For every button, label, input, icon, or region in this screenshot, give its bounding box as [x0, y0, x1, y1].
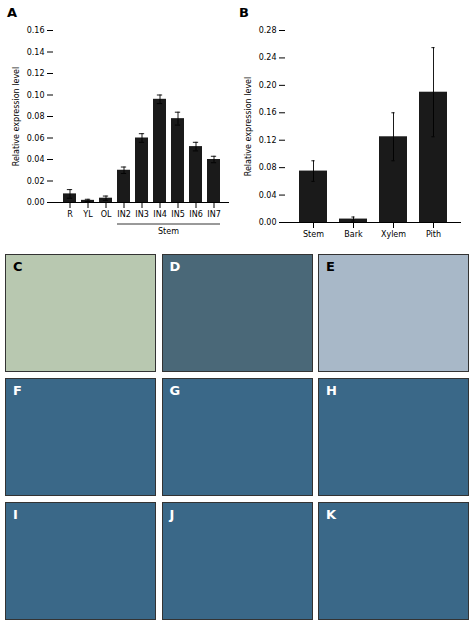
svg-text:0.16: 0.16 [27, 26, 45, 35]
svg-text:0.02: 0.02 [27, 177, 45, 186]
svg-text:0.06: 0.06 [27, 134, 45, 143]
svg-text:0.00: 0.00 [27, 198, 45, 207]
svg-text:Relative expression level: Relative expression level [12, 67, 21, 167]
svg-text:0.08: 0.08 [259, 163, 277, 172]
svg-text:0.28: 0.28 [259, 26, 277, 35]
svg-text:0.20: 0.20 [259, 81, 277, 90]
html-text:J: J [169, 507, 175, 522]
svg-text:IN5: IN5 [171, 210, 184, 219]
html-text:C: C [13, 259, 23, 274]
html-text:K: K [326, 507, 337, 522]
svg-text:Xylem: Xylem [381, 230, 406, 239]
html-text:H: H [326, 383, 337, 398]
svg-text:R: R [67, 210, 73, 219]
html-text:D: D [169, 259, 181, 274]
svg-text:0.04: 0.04 [259, 191, 277, 200]
svg-text:0.16: 0.16 [259, 108, 277, 117]
svg-text:OL: OL [101, 210, 112, 219]
svg-text:0.10: 0.10 [27, 91, 45, 100]
svg-text:0.08: 0.08 [27, 112, 45, 121]
html-text:B: B [239, 5, 249, 20]
html-text:F: F [13, 383, 22, 398]
html-text:E: E [326, 259, 335, 274]
svg-text:IN4: IN4 [153, 210, 166, 219]
svg-text:Stem: Stem [303, 230, 324, 239]
svg-text:IN7: IN7 [207, 210, 220, 219]
svg-text:0.00: 0.00 [259, 218, 277, 227]
svg-text:0.04: 0.04 [27, 155, 45, 164]
svg-text:IN3: IN3 [135, 210, 148, 219]
svg-text:0.24: 0.24 [259, 53, 277, 62]
html-text:G: G [169, 383, 181, 398]
html-text:I: I [13, 507, 18, 522]
svg-text:0.12: 0.12 [259, 136, 277, 145]
svg-text:IN6: IN6 [189, 210, 202, 219]
html-text:A: A [7, 5, 18, 20]
svg-text:Bark: Bark [344, 230, 363, 239]
svg-text:Pith: Pith [426, 230, 441, 239]
svg-text:Stem: Stem [158, 227, 179, 236]
svg-text:0.14: 0.14 [27, 48, 45, 57]
svg-text:YL: YL [82, 210, 93, 219]
svg-text:IN2: IN2 [117, 210, 130, 219]
svg-text:0.12: 0.12 [27, 69, 45, 78]
svg-text:Relative expression level: Relative expression level [244, 77, 253, 177]
